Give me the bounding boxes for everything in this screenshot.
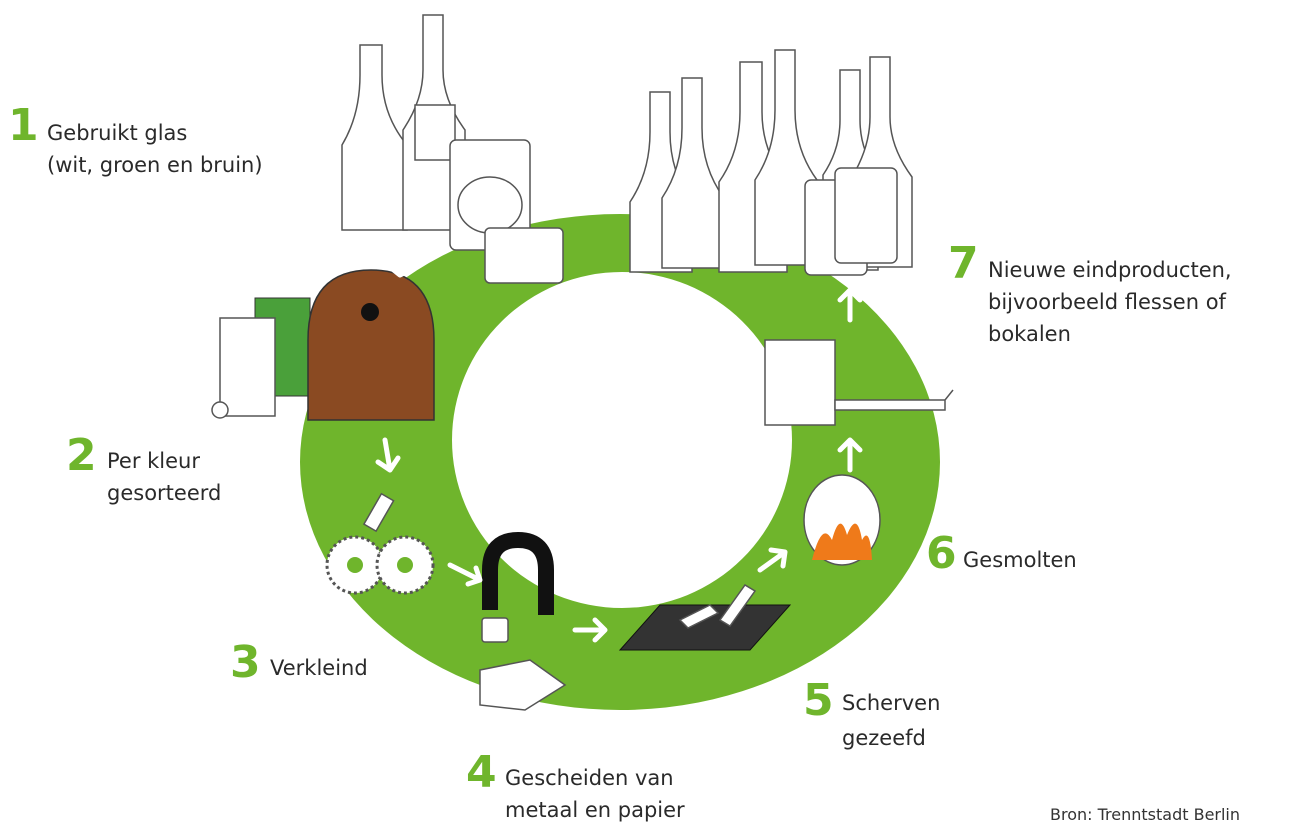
step-number: 3 <box>230 637 261 688</box>
step-label: Scherven <box>842 691 940 715</box>
step-number: 7 <box>948 238 979 289</box>
step-label: Gesmolten <box>963 548 1077 572</box>
step-label: bijvoorbeeld flessen of <box>988 290 1227 314</box>
step-label: Gebruikt glas <box>47 121 187 145</box>
step-number: 1 <box>8 100 39 151</box>
step-label: Verkleind <box>270 656 368 680</box>
step-label: (wit, groen en bruin) <box>47 153 263 177</box>
step-label: Per kleur <box>107 449 200 473</box>
step-number: 6 <box>926 528 957 579</box>
new-products <box>630 50 912 275</box>
used-glass <box>342 15 563 283</box>
source-note: Bron: Trenntstadt Berlin <box>1050 805 1240 824</box>
diagram: 1 Gebruikt glas (wit, groen en bruin) 2 … <box>0 0 1293 827</box>
step-label: Nieuwe eindproducten, <box>988 258 1232 282</box>
step-label: metaal en papier <box>505 798 685 822</box>
sorting-containers <box>212 270 434 420</box>
furnace <box>804 475 880 565</box>
step-number: 2 <box>66 430 97 481</box>
step-label: gesorteerd <box>107 481 221 505</box>
step-number: 5 <box>803 675 834 726</box>
step-number: 4 <box>466 747 497 798</box>
step-label: bokalen <box>988 322 1071 346</box>
step-label: Gescheiden van <box>505 766 674 790</box>
step-label: gezeefd <box>842 726 926 750</box>
